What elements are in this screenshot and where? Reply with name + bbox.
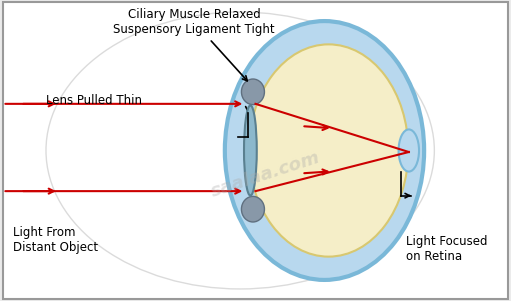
Ellipse shape [244, 105, 257, 196]
Ellipse shape [399, 129, 419, 172]
Text: Light Focused
on Retina: Light Focused on Retina [406, 235, 487, 263]
Ellipse shape [225, 21, 424, 280]
Text: Light From
Distant Object: Light From Distant Object [13, 226, 98, 254]
FancyBboxPatch shape [3, 2, 508, 299]
Text: saalaa.com: saalaa.com [208, 148, 323, 201]
Text: Lens Pulled Thin: Lens Pulled Thin [46, 94, 142, 107]
Ellipse shape [242, 79, 265, 104]
Ellipse shape [242, 197, 265, 222]
Text: Ciliary Muscle Relaxed
Suspensory Ligament Tight: Ciliary Muscle Relaxed Suspensory Ligame… [113, 8, 275, 81]
Ellipse shape [249, 44, 408, 257]
